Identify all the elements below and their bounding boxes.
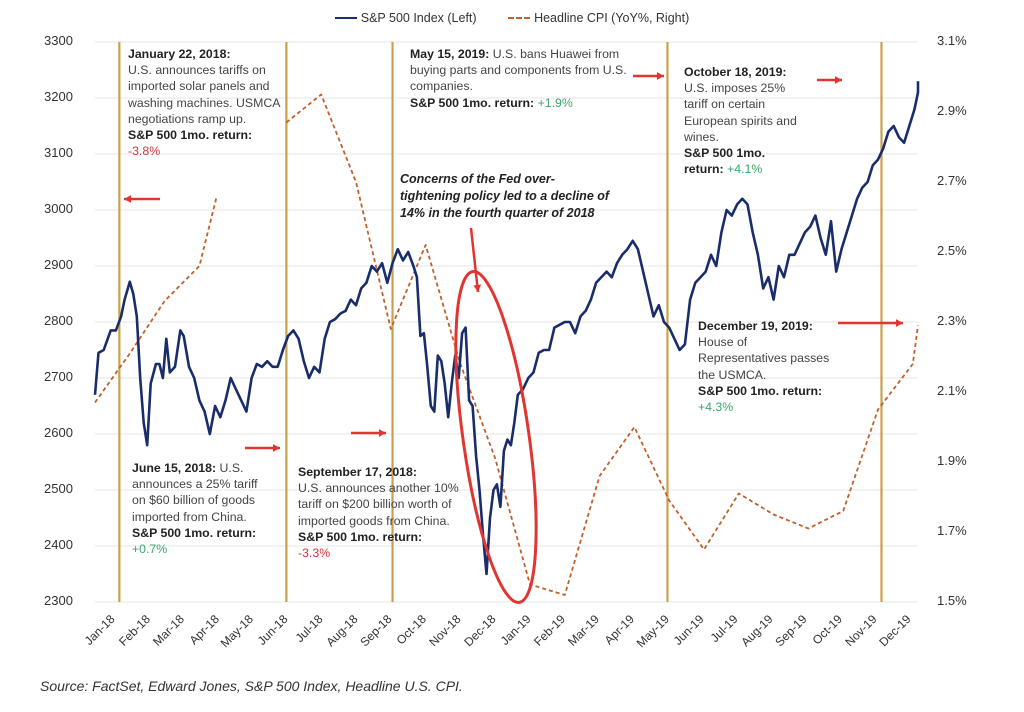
arrow-jan-2018 [124, 195, 160, 203]
cpi-line [94, 195, 218, 404]
grid-lines [95, 41, 918, 603]
legend-item-sp500: S&P 500 Index (Left) [334, 11, 477, 25]
y-tick-left: 2800 [44, 313, 73, 328]
return-value: -3.8% [128, 144, 161, 159]
sp500-swatch [334, 17, 357, 19]
y-tick-right: 2.5% [937, 243, 967, 258]
y-tick-left: 3100 [44, 145, 73, 160]
return-value: +4.1% [727, 162, 763, 177]
y-tick-right: 1.5% [937, 593, 967, 608]
arrow-dec-2019 [838, 319, 903, 327]
return-value: +1.9% [537, 95, 573, 110]
annotation-arrows [124, 72, 903, 452]
y-tick-right: 2.7% [937, 173, 967, 188]
y-tick-left: 3000 [44, 201, 73, 216]
y-tick-right: 2.1% [937, 383, 967, 398]
cpi-series [94, 93, 919, 596]
y-tick-left: 2300 [44, 593, 73, 608]
return-value: +0.7% [132, 542, 168, 557]
annotation-may-2019: May 15, 2019: U.S. bans Huawei from buyi… [410, 47, 627, 110]
annotation-dec-2019: December 19, 2019: House of Representati… [698, 319, 830, 415]
fed-callout: Concerns of the Fed over-tightening poli… [400, 172, 610, 220]
annotation-jan-2018: January 22, 2018: U.S. announces tariffs… [128, 47, 280, 159]
arrow-may-2019 [633, 72, 664, 80]
arrow-sep-2018 [351, 429, 386, 437]
y-tick-right: 2.3% [937, 313, 967, 328]
source-note: Source: FactSet, Edward Jones, S&P 500 I… [40, 678, 463, 694]
y-tick-right: 1.7% [937, 523, 967, 538]
legend-item-cpi: Headline CPI (YoY%, Right) [508, 11, 689, 25]
arrow-fed-callout [469, 227, 482, 293]
y-tick-left: 3300 [44, 33, 73, 48]
y-tick-left: 2900 [44, 257, 73, 272]
y-tick-left: 2700 [44, 369, 73, 384]
y-tick-left: 2600 [44, 425, 73, 440]
cpi-swatch [508, 17, 531, 19]
arrow-oct-2019 [817, 76, 842, 84]
return-value: -3.3% [298, 546, 331, 561]
y-tick-right: 1.9% [937, 453, 967, 468]
legend: S&P 500 Index (Left) Headline CPI (YoY%,… [0, 8, 1024, 25]
cpi-line [285, 93, 919, 596]
annotation-sep-2018: September 17, 2018: U.S. announces anoth… [298, 465, 459, 561]
y-tick-right: 3.1% [937, 33, 967, 48]
y-tick-left: 3200 [44, 89, 73, 104]
return-value: +4.3% [698, 400, 734, 415]
sp500-line [93, 81, 920, 576]
sp500-series [93, 81, 920, 576]
y-tick-left: 2400 [44, 537, 73, 552]
y-tick-left: 2500 [44, 481, 73, 496]
q4-2018-highlight-ellipse [454, 270, 538, 604]
arrow-jun-2018 [245, 444, 280, 452]
annotation-jun-2018: June 15, 2018: U.S. announces a 25% tari… [132, 461, 258, 557]
y-tick-right: 2.9% [937, 103, 967, 118]
annotation-oct-2019: October 18, 2019: U.S. imposes 25% tarif… [684, 65, 797, 177]
